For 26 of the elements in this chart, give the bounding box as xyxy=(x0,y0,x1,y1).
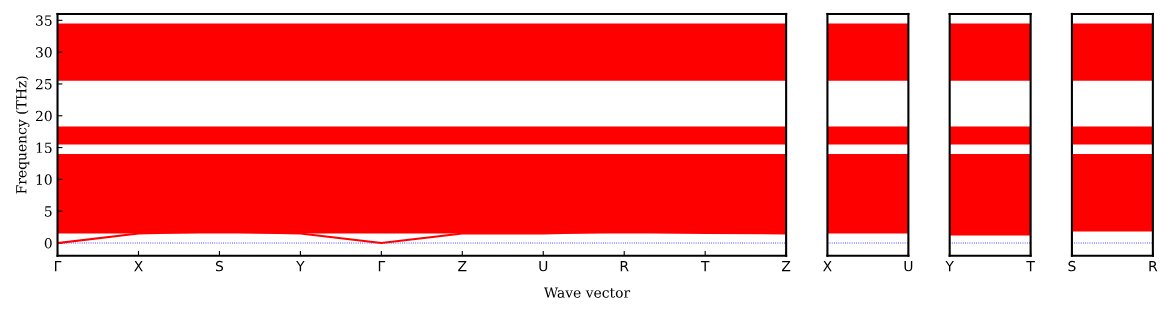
x-tick-label: Z xyxy=(782,261,791,272)
x-tick-label: Y xyxy=(945,261,954,272)
x-tick-label: Z xyxy=(458,261,467,272)
x-tick-label: X xyxy=(134,261,143,272)
y-tick-label: 30 xyxy=(36,47,52,58)
y-tick-label: 0 xyxy=(44,237,52,249)
x-axis-title: Wave vector xyxy=(543,287,631,298)
x-tick-label: U xyxy=(539,261,548,272)
y-tick-label: 15 xyxy=(36,142,52,154)
y-tick-label: 10 xyxy=(36,174,52,185)
x-tick-label: Y xyxy=(296,261,305,272)
x-tick-label: T xyxy=(700,261,710,272)
x-tick-label: Γ xyxy=(55,261,62,272)
y-tick-label: 20 xyxy=(35,110,52,122)
x-tick-label: Γ xyxy=(378,261,386,272)
x-tick-label: U xyxy=(904,261,913,272)
y-tick-label: 5 xyxy=(45,206,52,217)
x-tick-label: R xyxy=(1149,261,1158,272)
y-tick-label: 35 xyxy=(36,15,52,26)
x-tick-label: S xyxy=(1068,260,1076,272)
x-tick-label: T xyxy=(1026,261,1035,272)
x-tick-label: S xyxy=(215,260,224,272)
y-axis-title: Frequency (THz) xyxy=(15,76,30,194)
x-tick-label: R xyxy=(620,261,629,272)
y-tick-label: 25 xyxy=(35,78,52,90)
x-tick-label: X xyxy=(823,261,832,272)
